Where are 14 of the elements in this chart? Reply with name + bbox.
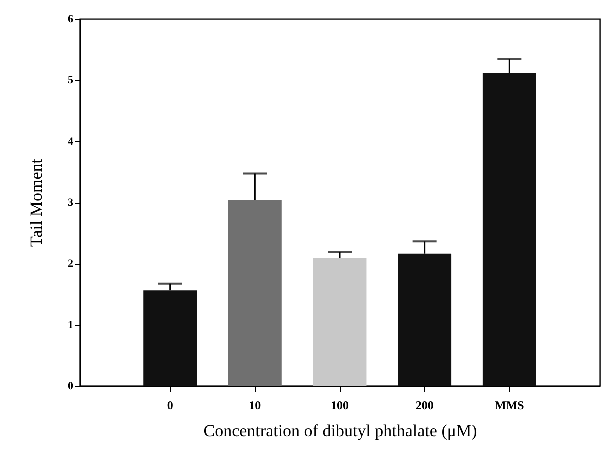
x-tick-label: 10: [249, 398, 262, 412]
y-tick-label: 2: [68, 258, 74, 270]
y-axis-title: Tail Moment: [27, 158, 46, 248]
y-tick-label: 3: [68, 197, 74, 209]
x-axis-title: Concentration of dibutyl phthalate (μM): [204, 422, 478, 440]
y-tick-label: 4: [68, 136, 74, 148]
y-tick-label: 5: [68, 74, 74, 87]
x-tick-label: MMS: [494, 398, 525, 412]
x-tick-label: 0: [167, 398, 174, 412]
x-tick-label: 200: [416, 398, 434, 412]
x-tick-label: 100: [331, 398, 349, 412]
y-tick-label: 0: [68, 380, 74, 392]
y-tick-label: 1: [68, 319, 74, 332]
y-tick-label: 6: [68, 14, 74, 26]
